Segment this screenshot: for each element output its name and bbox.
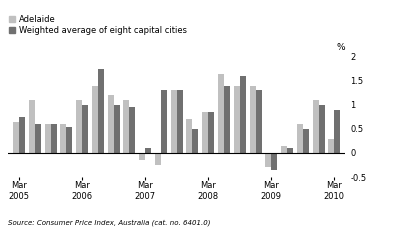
Text: Source: Consumer Price Index, Australia (cat. no. 6401.0): Source: Consumer Price Index, Australia …	[8, 219, 210, 226]
Bar	[240, 76, 246, 153]
Bar	[265, 153, 271, 168]
Bar	[208, 112, 214, 153]
Bar	[35, 124, 41, 153]
Bar	[334, 110, 340, 153]
Bar	[303, 129, 309, 153]
Bar	[287, 148, 293, 153]
Bar	[177, 90, 183, 153]
Bar	[193, 129, 198, 153]
Bar	[161, 90, 167, 153]
Bar	[82, 105, 88, 153]
Bar	[13, 122, 19, 153]
Bar	[312, 100, 318, 153]
Bar	[129, 107, 135, 153]
Bar	[139, 153, 145, 160]
Bar	[114, 105, 119, 153]
Bar	[328, 138, 334, 153]
Bar	[218, 74, 224, 153]
Bar	[92, 86, 98, 153]
Bar	[29, 100, 35, 153]
Text: %: %	[337, 43, 345, 52]
Bar	[98, 69, 104, 153]
Bar	[271, 153, 277, 170]
Bar	[224, 86, 230, 153]
Bar	[66, 126, 72, 153]
Bar	[108, 95, 114, 153]
Bar	[76, 100, 82, 153]
Bar	[234, 86, 240, 153]
Legend: Adelaide, Weighted average of eight capital cities: Adelaide, Weighted average of eight capi…	[9, 15, 187, 35]
Bar	[256, 90, 262, 153]
Bar	[318, 105, 325, 153]
Bar	[171, 90, 177, 153]
Bar	[50, 124, 56, 153]
Bar	[19, 117, 25, 153]
Bar	[145, 148, 151, 153]
Bar	[202, 112, 208, 153]
Bar	[60, 124, 66, 153]
Bar	[155, 153, 161, 165]
Bar	[281, 146, 287, 153]
Bar	[250, 86, 256, 153]
Bar	[297, 124, 303, 153]
Bar	[187, 119, 193, 153]
Bar	[44, 124, 50, 153]
Bar	[123, 100, 129, 153]
